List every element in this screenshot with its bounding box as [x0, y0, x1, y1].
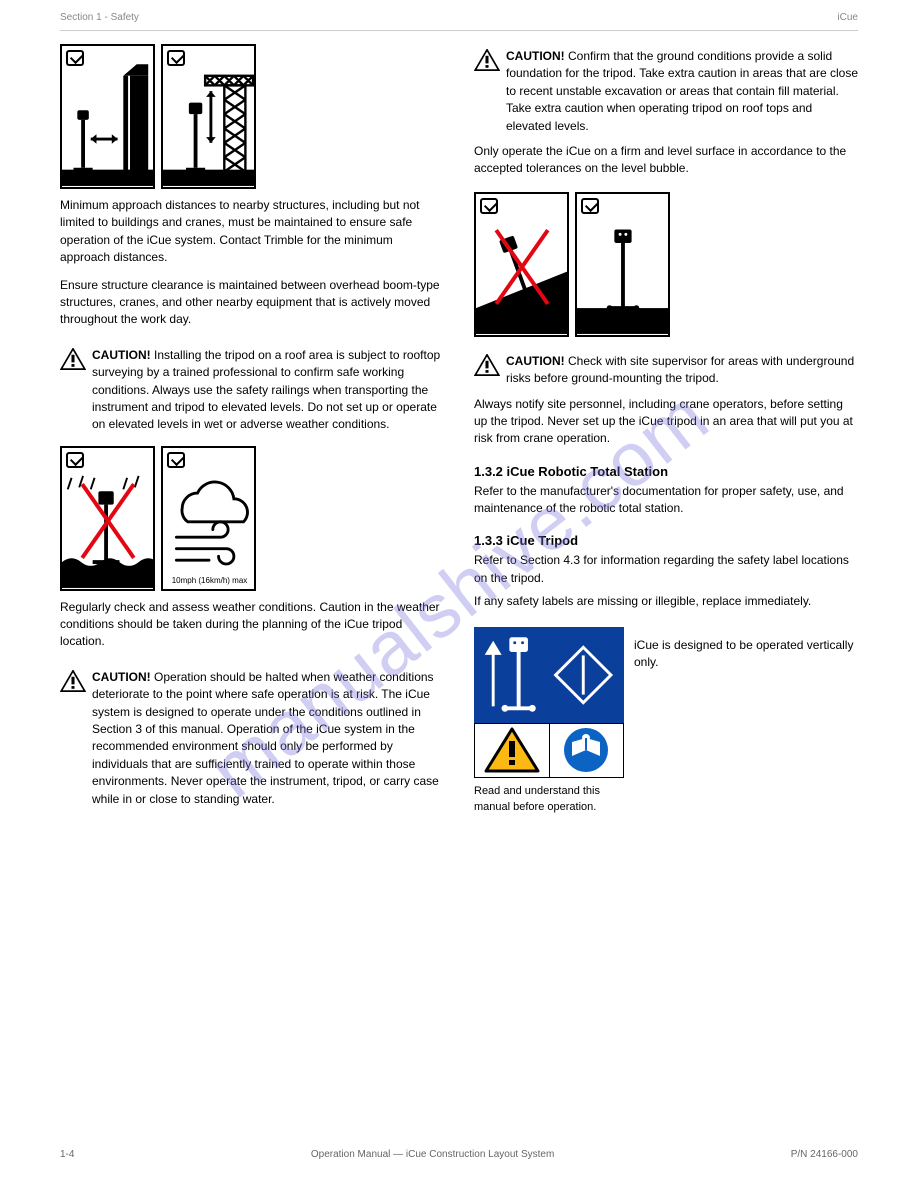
heading-rts: 1.3.2 iCue Robotic Total Station: [474, 464, 858, 479]
caution-icon: [474, 49, 500, 71]
check-icon: [167, 50, 185, 66]
caution-underground: CAUTION! Check with site supervisor for …: [474, 353, 858, 388]
slope-panels: [474, 192, 858, 337]
safety-label-block: Read and understand this manual before o…: [474, 627, 858, 822]
safety-label-bottom: [474, 723, 624, 778]
caution-ground-text: CAUTION! Confirm that the ground conditi…: [506, 48, 858, 135]
caution-icon: [60, 670, 86, 692]
caution-roof: CAUTION! Installing the tripod on a roof…: [60, 347, 444, 434]
caution-weather-text: CAUTION! Operation should be halted when…: [92, 669, 444, 808]
panel-level-ok: [575, 192, 670, 337]
panel-building-clearance: [60, 44, 155, 189]
warning-triangle-icon: [475, 724, 549, 777]
safety-label-top: [474, 627, 624, 723]
safety-label-graphic: Read and understand this manual before o…: [474, 627, 624, 822]
footer-page: 1-4: [60, 1149, 74, 1160]
label-caption: Read and understand this manual before o…: [474, 784, 624, 816]
para-weather: Regularly check and assess weather condi…: [60, 599, 444, 651]
header-right: iCue: [837, 12, 858, 23]
page-footer: 1-4 Operation Manual — iCue Construction…: [60, 1149, 858, 1160]
check-icon: [581, 198, 599, 214]
read-manual-icon: [549, 724, 624, 777]
heading-tripod: 1.3.3 iCue Tripod: [474, 533, 858, 548]
page-body: Minimum approach distances to nearby str…: [0, 0, 918, 852]
right-column: CAUTION! Confirm that the ground conditi…: [474, 40, 858, 822]
para-clearance-2: Ensure structure clearance is maintained…: [60, 277, 444, 329]
caution-label: CAUTION!: [506, 49, 565, 63]
caution-body: Operation should be halted when weather …: [92, 670, 439, 806]
para-tripod-1: Refer to Section 4.3 for information reg…: [474, 552, 858, 587]
panel-crane-clearance: [161, 44, 256, 189]
left-column: Minimum approach distances to nearby str…: [60, 40, 444, 822]
panel-no-slope: [474, 192, 569, 337]
footer-pn: P/N 24166-000: [791, 1149, 858, 1160]
check-icon: [66, 452, 84, 468]
para-notify: Always notify site personnel, including …: [474, 396, 858, 448]
red-x-icon: [72, 476, 144, 566]
caution-icon: [60, 348, 86, 370]
caution-label: CAUTION!: [506, 354, 565, 368]
caution-underground-text: CAUTION! Check with site supervisor for …: [506, 353, 858, 388]
header-rule: [60, 30, 858, 31]
footer-title: Operation Manual — iCue Construction Lay…: [311, 1149, 554, 1160]
check-icon: [66, 50, 84, 66]
caution-label: CAUTION!: [92, 348, 151, 362]
clearance-panels: [60, 44, 444, 189]
check-icon: [480, 198, 498, 214]
red-x-icon: [486, 222, 558, 312]
header-left: Section 1 - Safety: [60, 12, 139, 23]
label-side-text: iCue is designed to be operated vertical…: [634, 627, 858, 672]
panel-no-water: [60, 446, 155, 591]
check-icon: [167, 452, 185, 468]
caution-roof-text: CAUTION! Installing the tripod on a roof…: [92, 347, 444, 434]
wind-limit-text: 10mph (16km/h) max: [169, 576, 250, 585]
panel-wind-limit: 10mph (16km/h) max: [161, 446, 256, 591]
weather-panels: 10mph (16km/h) max: [60, 446, 444, 591]
caution-ground: CAUTION! Confirm that the ground conditi…: [474, 48, 858, 135]
para-clearance-1: Minimum approach distances to nearby str…: [60, 197, 444, 267]
caution-icon: [474, 354, 500, 376]
caution-weather: CAUTION! Operation should be halted when…: [60, 669, 444, 808]
caution-label: CAUTION!: [92, 670, 151, 684]
para-level: Only operate the iCue on a firm and leve…: [474, 143, 858, 178]
para-tripod-2: If any safety labels are missing or ille…: [474, 593, 858, 610]
page-header: Section 1 - Safety iCue: [60, 12, 858, 23]
para-rts: Refer to the manufacturer's documentatio…: [474, 483, 858, 518]
